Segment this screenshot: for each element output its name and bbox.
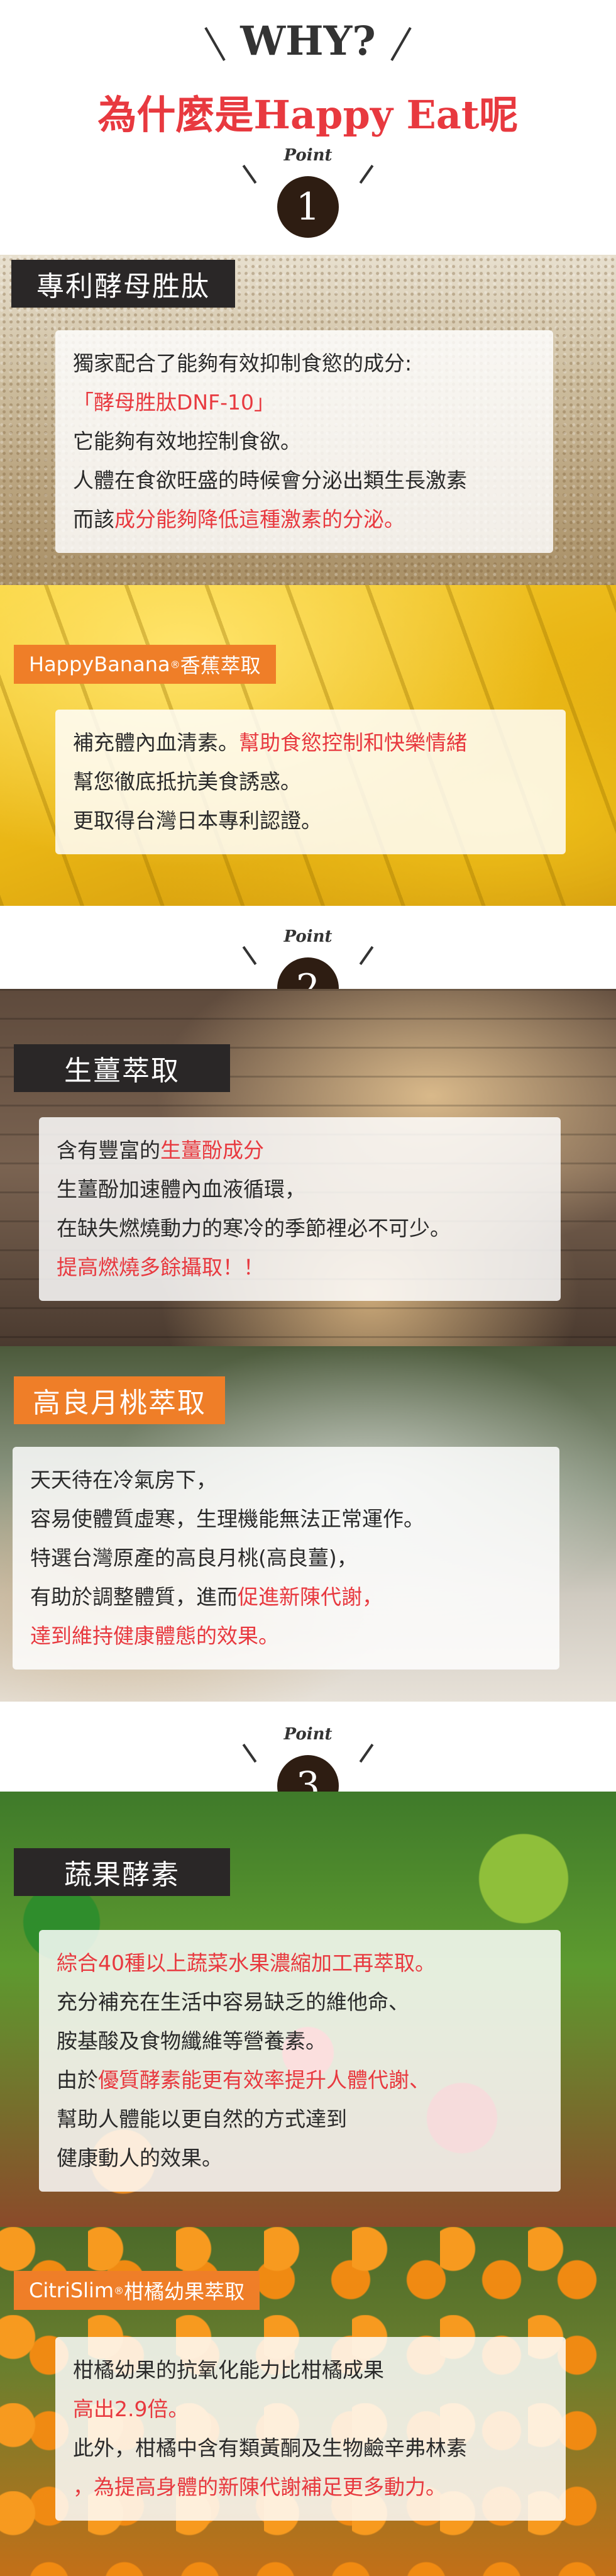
text-line: 胺基酸及食物纖維等營養素。 <box>57 2029 326 2053</box>
text-line: 此外，柑橘中含有類黃酮及生物鹼辛弗林素 <box>73 2436 467 2460</box>
text-run-highlight: 幫助食慾控制和快樂情緒 <box>239 730 467 755</box>
section-citrus: CitriSlim ® 柑橘幼果萃取 柑橘幼果的抗氧化能力比柑橘成果 高出2.9倍。… <box>0 2227 616 2576</box>
decor-bar <box>359 945 374 966</box>
section-yeast-peptide: 專利酵母胜肽 獨家配合了能夠有效抑制食慾的成分: 「酵母胜肽DNF-10」 它能… <box>0 255 616 585</box>
section-fruit-vegetable-enzyme: 蔬果酵素 綜合40種以上蔬菜水果濃縮加工再萃取。 充分補充在生活中容易缺乏的維他… <box>0 1792 616 2227</box>
point-label: Point <box>283 927 333 946</box>
section-title: CitriSlim ® 柑橘幼果萃取 <box>14 2271 260 2310</box>
section-title: 生薑萃取 <box>14 1044 230 1092</box>
section-title: 專利酵母胜肽 <box>11 260 235 308</box>
text-line: 有助於調整體質，進而促進新陳代謝， <box>30 1578 542 1617</box>
text-run-highlight: 優質酵素能更有效率提升人體代謝、 <box>98 2068 430 2092</box>
text-run: 有助於調整體質，進而 <box>30 1585 238 1609</box>
text-line: 而該成分能夠降低這種激素的分泌。 <box>73 500 536 539</box>
text-line: 含有豐富的生薑酚成分 <box>57 1131 543 1170</box>
decor-bar <box>359 164 374 184</box>
text-line-highlight: 提高燃燒多餘攝取！！ <box>57 1255 264 1280</box>
title-text: 香蕉萃取 <box>180 654 261 677</box>
text-line: 更取得台灣日本專利認證。 <box>73 808 322 833</box>
section-title: 高良月桃萃取 <box>14 1376 225 1424</box>
point-badge-1: Point 1 <box>0 146 616 253</box>
section-title: 蔬果酵素 <box>14 1848 230 1896</box>
point-number: 1 <box>277 176 339 238</box>
point-label: Point <box>283 1725 333 1744</box>
text-run: 含有豐富的 <box>57 1138 160 1163</box>
text-run-highlight: 促進新陳代謝， <box>238 1585 383 1609</box>
decor-bar <box>242 1743 257 1763</box>
why-heading: WHY? <box>240 18 376 65</box>
text-line: 健康動人的效果。 <box>57 2146 223 2170</box>
page-header: WHY? 為什麼是Happy Eat呢 <box>0 0 616 151</box>
section-banana: HappyBanana ® 香蕉萃取 補充體內血清素。幫助食慾控制和快樂情緒 幫您徹… <box>0 585 616 906</box>
text-line: 人體在食欲旺盛的時候會分泌出類生長激素 <box>73 468 467 493</box>
section-text-box: 天天待在冷氣房下， 容易使體質虛寒，生理機能無法正常運作。 特選台灣原產的高良月… <box>13 1447 559 1670</box>
text-line-highlight: 「酵母胜肽DNF-10」 <box>73 390 275 415</box>
text-line-highlight: 綜合40種以上蔬菜水果濃縮加工再萃取。 <box>57 1951 436 1975</box>
text-line-highlight: 達到維持健康體態的效果。 <box>30 1624 279 1648</box>
text-line: 幫助人體能以更自然的方式達到 <box>57 2107 347 2131</box>
text-line: 由於優質酵素能更有效率提升人體代謝、 <box>57 2061 543 2100</box>
section-text-box: 獨家配合了能夠有效抑制食慾的成分: 「酵母胜肽DNF-10」 它能夠有效地控制食… <box>55 330 553 553</box>
text-line-highlight: 高出2.9倍。 <box>73 2397 189 2421</box>
section-ginger: 生薑萃取 含有豐富的生薑酚成分 生薑酚加速體內血液循環， 在缺失燃燒動力的寒冷的… <box>0 989 616 1346</box>
text-line: 在缺失燃燒動力的寒冷的季節裡必不可少。 <box>57 1216 451 1241</box>
section-title: HappyBanana ® 香蕉萃取 <box>14 645 276 684</box>
section-text-box: 含有豐富的生薑酚成分 生薑酚加速體內血液循環， 在缺失燃燒動力的寒冷的季節裡必不… <box>39 1117 561 1301</box>
text-line: 柑橘幼果的抗氧化能力比柑橘成果 <box>73 2358 384 2382</box>
registered-mark: ® <box>170 658 180 671</box>
decor-bar <box>242 945 257 966</box>
title-text: CitriSlim <box>29 2278 114 2302</box>
section-galangal: 高良月桃萃取 天天待在冷氣房下， 容易使體質虛寒，生理機能無法正常運作。 特選台… <box>0 1346 616 1702</box>
title-text: 柑橘幼果萃取 <box>124 2280 245 2304</box>
text-line: 補充體內血清素。幫助食慾控制和快樂情緒 <box>73 723 548 762</box>
text-line: 獨家配合了能夠有效抑制食慾的成分: <box>73 351 412 376</box>
text-run-highlight: 成分能夠降低這種激素的分泌。 <box>114 507 405 532</box>
text-line: 天天待在冷氣房下， <box>30 1468 217 1492</box>
text-line: 它能夠有效地控制食欲。 <box>73 429 301 454</box>
section-text-box: 柑橘幼果的抗氧化能力比柑橘成果 高出2.9倍。 此外，柑橘中含有類黃酮及生物鹼辛… <box>55 2337 566 2521</box>
text-line: 容易使體質虛寒，生理機能無法正常運作。 <box>30 1507 424 1531</box>
text-run: 補充體內血清素。 <box>73 730 239 755</box>
section-text-box: 綜合40種以上蔬菜水果濃縮加工再萃取。 充分補充在生活中容易缺乏的維他命、 胺基… <box>39 1930 561 2192</box>
registered-mark: ® <box>114 2284 124 2297</box>
text-run: 而該 <box>73 507 114 532</box>
text-run: 由於 <box>57 2068 98 2092</box>
point-label: Point <box>283 146 333 165</box>
text-line: 充分補充在生活中容易缺乏的維他命、 <box>57 1990 409 2014</box>
title-text: HappyBanana <box>29 652 170 676</box>
section-text-box: 補充體內血清素。幫助食慾控制和快樂情緒 幫您徹底抵抗美食誘惑。 更取得台灣日本專… <box>55 710 566 854</box>
decor-bar <box>242 164 257 184</box>
text-line: 幫您徹底抵抗美食誘惑。 <box>73 769 301 794</box>
text-run-highlight: 生薑酚成分 <box>160 1138 264 1163</box>
decor-bar <box>359 1743 374 1763</box>
page-title: 為什麼是Happy Eat呢 <box>97 92 519 138</box>
text-line-highlight: ，為提高身體的新陳代謝補足更多動力。 <box>73 2475 446 2499</box>
text-line: 生薑酚加速體內血液循環， <box>57 1177 305 1202</box>
text-line: 特選台灣原產的高良月桃(高良薑)， <box>30 1546 358 1570</box>
